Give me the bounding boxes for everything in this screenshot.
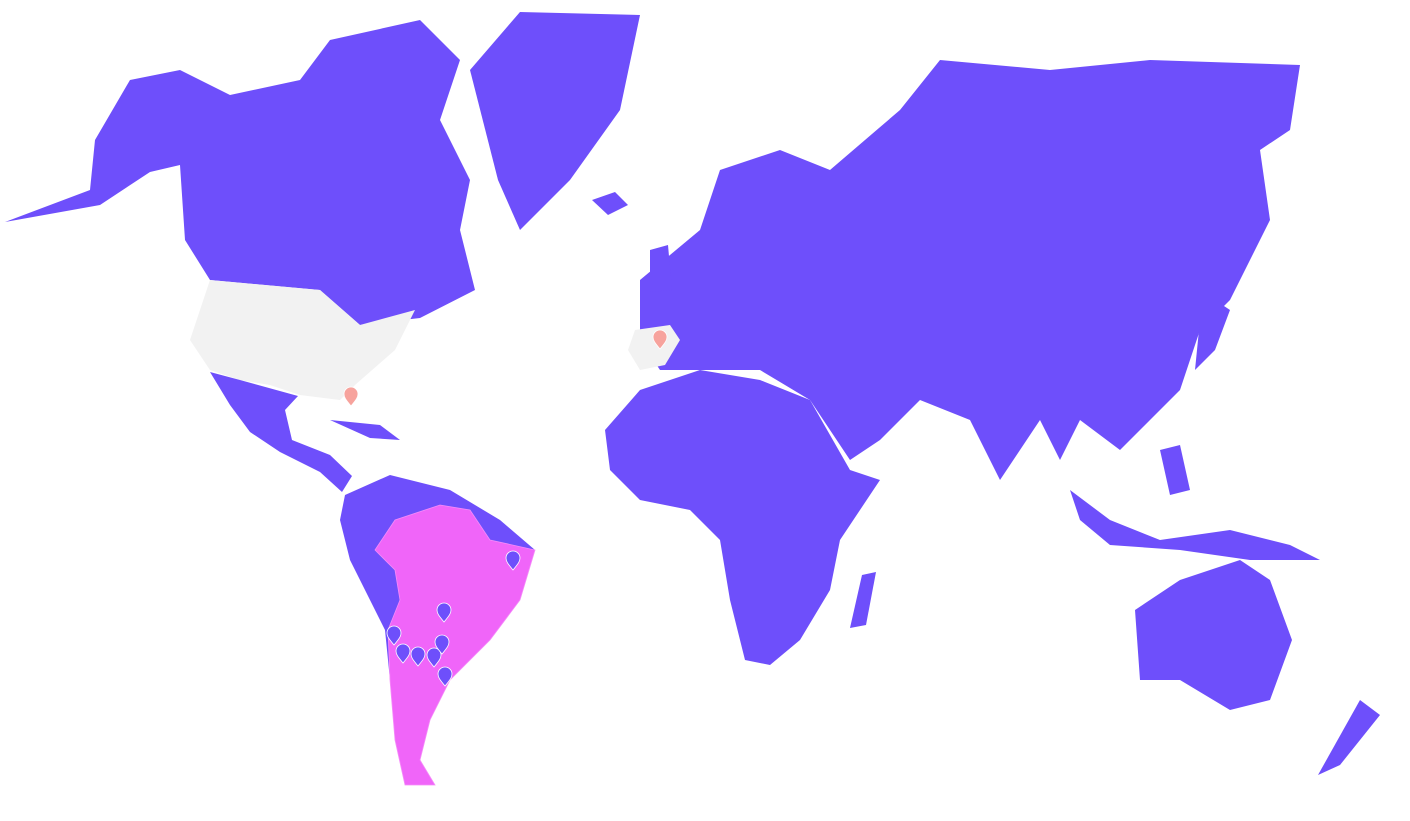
japan: [1195, 300, 1230, 370]
land: [5, 12, 1380, 786]
eurasia: [640, 60, 1300, 480]
marker: [410, 646, 426, 667]
marker: [436, 602, 452, 623]
indonesia: [1070, 490, 1320, 560]
britain: [650, 245, 672, 292]
marker: [652, 329, 668, 350]
markers: [343, 329, 668, 687]
iceland: [592, 192, 628, 215]
marker: [343, 386, 359, 407]
madagascar: [850, 572, 876, 628]
new-zealand: [1318, 700, 1380, 775]
marker: [434, 634, 450, 655]
marker: [426, 647, 442, 668]
marker: [505, 550, 521, 571]
marker: [437, 666, 453, 687]
caribbean: [330, 420, 400, 440]
philippines: [1160, 445, 1190, 495]
central-america: [210, 372, 352, 492]
marker: [386, 625, 402, 646]
marker: [395, 643, 411, 664]
africa: [605, 370, 880, 665]
north-america: [5, 20, 475, 325]
united-states: [190, 280, 415, 400]
greenland: [470, 12, 640, 230]
australia: [1135, 560, 1292, 710]
